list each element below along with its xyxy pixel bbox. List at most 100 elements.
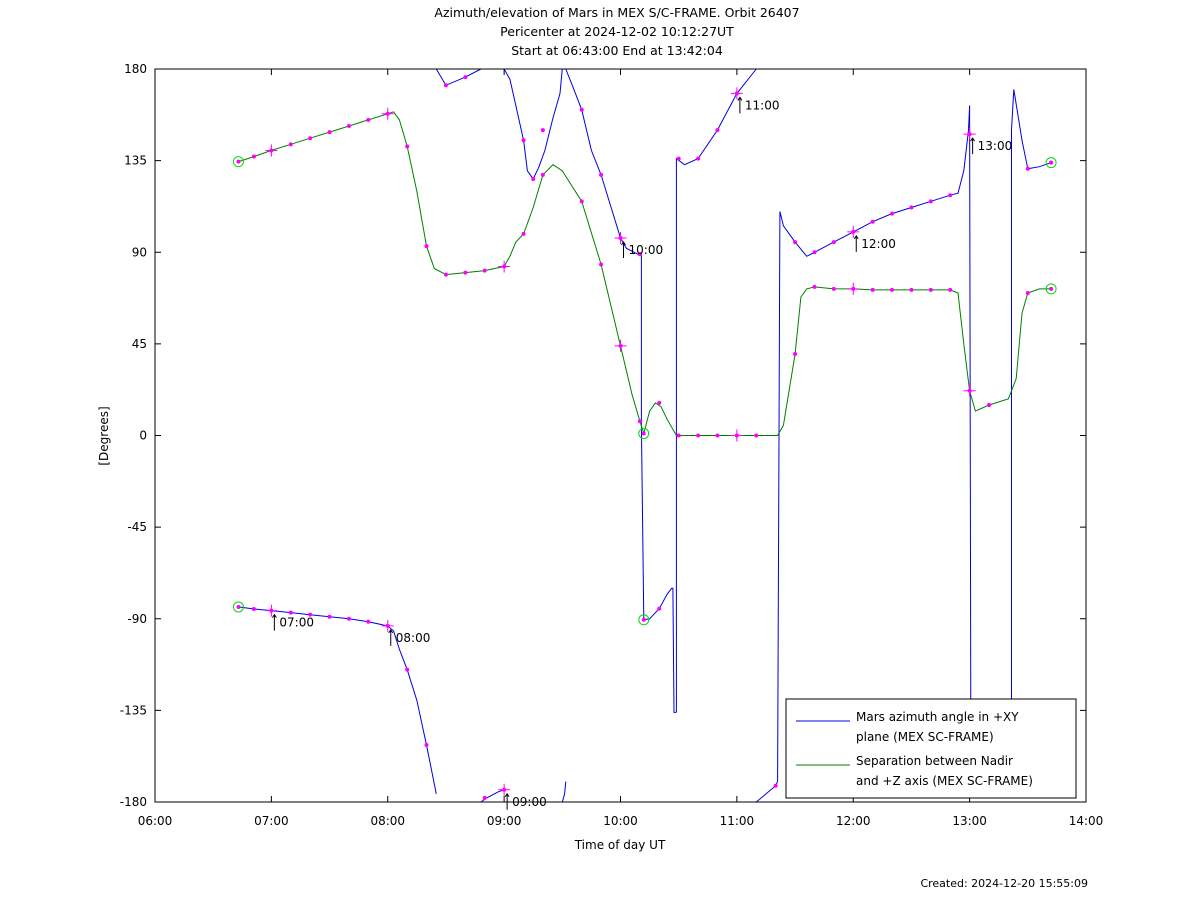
x-tick-label: 12:00 (836, 814, 871, 828)
annotation-label: 13:00 (978, 139, 1013, 153)
data-point-marker (987, 402, 992, 407)
hour-point-marker (851, 229, 856, 234)
hour-point-marker (502, 787, 507, 792)
x-tick-label: 14:00 (1069, 814, 1104, 828)
data-point-marker (909, 287, 914, 292)
y-tick-label: -90 (127, 612, 147, 626)
data-point-marker (540, 128, 545, 133)
data-point-marker (793, 240, 798, 245)
data-point-marker (599, 172, 604, 177)
series-line-separation (238, 111, 1052, 436)
legend-label-separation-line-1: Separation between Nadir (856, 754, 1013, 768)
data-point-marker (831, 286, 836, 291)
data-point-marker (715, 433, 720, 438)
endpoint-dot (641, 431, 646, 436)
data-point-marker (424, 742, 429, 747)
hour-point-marker (385, 111, 390, 116)
endpoint-dot (236, 604, 241, 609)
y-tick-label: 135 (124, 154, 147, 168)
annotation-label: 08:00 (396, 631, 431, 645)
legend-label-azimuth-line-2: plane (MEX SC-FRAME) (856, 730, 994, 744)
data-point-marker (948, 193, 953, 198)
hour-point-marker (618, 343, 623, 348)
x-tick-label: 10:00 (603, 814, 638, 828)
x-tick-label: 08:00 (370, 814, 405, 828)
data-point-marker (327, 614, 332, 619)
data-point-marker (599, 262, 604, 267)
endpoint-circle (232, 601, 244, 613)
y-axis-label: [Degrees] (97, 406, 111, 465)
annotation-arrow (853, 234, 859, 252)
series-line-azimuth (777, 105, 971, 782)
hour-point-marker (618, 235, 623, 240)
legend-box (785, 698, 1077, 799)
y-tick-label: 45 (132, 337, 147, 351)
legend: Mars azimuth angle in +XY plane (MEX SC-… (785, 698, 1077, 799)
endpoint-dot (1049, 160, 1054, 165)
chart-title-line-2: Pericenter at 2024-12-02 10:12:27UT (500, 24, 734, 39)
data-point-marker (909, 205, 914, 210)
annotation-arrow (388, 628, 394, 646)
data-point-marker (812, 284, 817, 289)
x-axis-label: Time of day UT (574, 838, 666, 852)
data-point-marker (424, 244, 429, 249)
hour-point-marker (734, 433, 739, 438)
data-point-marker (443, 272, 448, 277)
y-tick-label: -45 (127, 520, 147, 534)
data-point-marker (346, 124, 351, 129)
series-line-azimuth (561, 781, 567, 803)
annotation-arrow (271, 613, 277, 631)
endpoint-circle (638, 427, 650, 439)
data-point-marker (890, 211, 895, 216)
hour-point-marker (734, 91, 739, 96)
series-line-azimuth (640, 425, 677, 713)
data-point-marker (308, 612, 313, 617)
created-timestamp: Created: 2024-12-20 15:55:09 (920, 877, 1088, 890)
y-tick-label: 0 (139, 429, 147, 443)
hour-point-marker (269, 148, 274, 153)
hour-point-marker (502, 264, 507, 269)
hour-point-marker (269, 608, 274, 613)
data-point-marker (657, 400, 662, 405)
endpoint-dot (1049, 286, 1054, 291)
y-tick-label: 180 (124, 62, 147, 76)
data-point-marker (521, 138, 526, 143)
legend-label-separation-line-2: and +Z axis (MEX SC-FRAME) (856, 774, 1033, 788)
data-point-marker (1025, 166, 1030, 171)
y-tick-label: 90 (132, 245, 147, 259)
hour-point-marker (967, 388, 972, 393)
data-point-marker (637, 252, 642, 257)
data-point-marker (579, 199, 584, 204)
x-tick-label: 07:00 (254, 814, 289, 828)
data-point-marker (928, 199, 933, 204)
plot-frame (154, 68, 1087, 803)
data-point-marker (482, 795, 487, 800)
annotation-arrow (970, 137, 976, 155)
hour-point-marker (385, 623, 390, 628)
data-point-marker (366, 619, 371, 624)
series-line-azimuth (480, 789, 505, 803)
endpoint-dot (641, 617, 646, 622)
data-point-marker (531, 176, 536, 181)
hour-point-marker (967, 132, 972, 137)
data-point-marker (793, 352, 798, 357)
series-line-azimuth (675, 68, 757, 713)
data-point-marker (308, 136, 313, 141)
data-point-marker (637, 419, 642, 424)
data-point-marker (251, 154, 256, 159)
y-tick-label: -135 (120, 703, 147, 717)
endpoint-circle (1045, 283, 1057, 295)
data-point-marker (405, 144, 410, 149)
data-point-marker (443, 83, 448, 88)
annotation-label: 10:00 (629, 243, 664, 257)
series-line-azimuth (503, 68, 563, 180)
y-tick-labels: 180 135 90 45 0 -45 -90 -135 -180 (120, 62, 147, 809)
endpoint-circle (232, 156, 244, 168)
data-point-marker (870, 287, 875, 292)
endpoint-circle (1045, 157, 1057, 169)
data-markers (232, 75, 1057, 800)
data-point-marker (928, 287, 933, 292)
data-point-marker (676, 433, 681, 438)
data-point-marker (366, 117, 371, 122)
